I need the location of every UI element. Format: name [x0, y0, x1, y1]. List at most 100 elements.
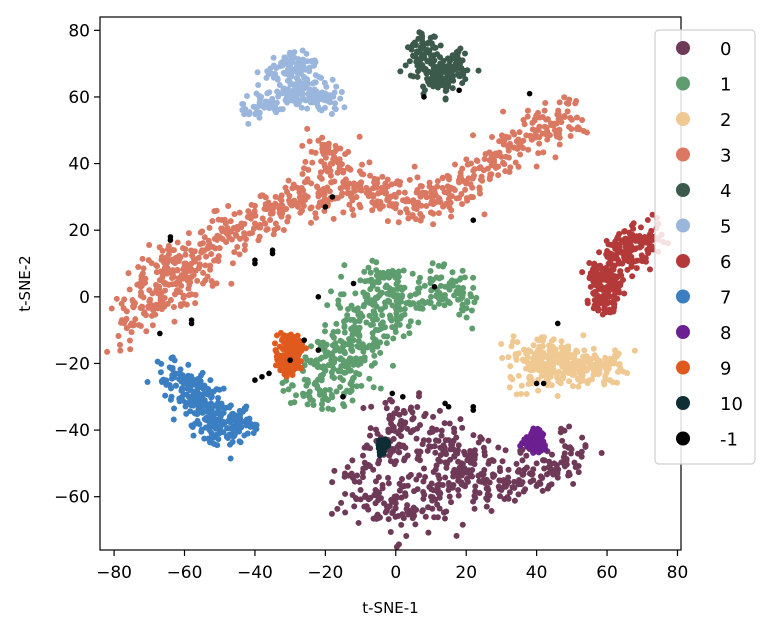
point-1-0-0	[280, 387, 287, 394]
point-0-16-12	[373, 513, 380, 520]
point-1-16-17	[350, 326, 357, 333]
point-3-27-23	[566, 123, 573, 130]
point-3-0-5	[115, 333, 122, 340]
point-3-8-2	[231, 249, 238, 256]
point-7-0-15	[144, 379, 151, 386]
point-2-6-18	[585, 358, 592, 365]
point-1-16-5	[357, 315, 364, 322]
point-3-9-20	[238, 222, 245, 229]
point-1-17-1	[370, 384, 377, 391]
point-2-3-15	[548, 337, 555, 344]
point-4-4-25	[454, 55, 461, 62]
point-1-15-25	[337, 368, 344, 375]
point-5-4-25	[302, 83, 309, 90]
point-3-4-20	[145, 257, 152, 264]
point-0-19-18	[363, 442, 370, 449]
point-3-17-6	[372, 202, 379, 209]
x-tick-label: 40	[526, 563, 548, 583]
point-0-13-7	[329, 479, 336, 486]
point-4-4-12	[452, 66, 459, 73]
point-3-31-20	[180, 275, 187, 282]
point-3-13-25	[301, 192, 308, 199]
series-6	[579, 211, 671, 318]
point-1-8-21	[386, 298, 393, 305]
point-10-3-24	[381, 441, 388, 448]
point-1-16-21	[378, 306, 385, 313]
point-9-4-0	[272, 362, 279, 369]
point-4-5-19	[432, 44, 439, 51]
point-0-11-8	[541, 457, 548, 464]
point-0-11-20	[579, 434, 586, 441]
point-0-17-11	[429, 505, 436, 512]
point-0-14-1	[396, 449, 403, 456]
point-1-1-20	[293, 392, 300, 399]
point-0-13-19	[331, 467, 338, 474]
point-4-5-16	[437, 42, 444, 49]
point-2-10-13	[551, 369, 558, 376]
point-3-11-3	[279, 202, 286, 209]
legend-marker-3	[676, 147, 690, 162]
point-0-13-23	[349, 475, 356, 482]
point-0-2-4	[417, 448, 424, 455]
point-3-8-8	[228, 236, 235, 243]
y-tick-label: −60	[54, 488, 90, 508]
point-3-26-6	[524, 113, 531, 120]
point-5-6-5	[267, 65, 274, 72]
point-0-10-21	[539, 487, 546, 494]
point-0-10-5	[529, 471, 536, 478]
point-3-31-10	[182, 246, 189, 253]
point-2-8-22	[602, 354, 609, 361]
point-7-10-19	[195, 406, 202, 413]
point-3-18-12	[430, 210, 437, 217]
point--1-22	[340, 393, 346, 400]
point-1-15-2	[329, 406, 336, 413]
point-3-7-14	[241, 246, 248, 253]
point-3-4-16	[170, 247, 177, 254]
point-7-6-25	[244, 430, 251, 437]
point-7-7-0	[227, 455, 234, 462]
point-3-27-13	[556, 99, 563, 106]
point-3-11-13	[298, 207, 305, 214]
point-1-14-12	[353, 383, 360, 390]
point-3-30-22	[173, 279, 180, 286]
point-4-0-10	[397, 68, 404, 75]
point-3-12-6	[296, 194, 303, 201]
point-1-16-12	[374, 343, 381, 350]
point-3-0-3	[104, 348, 111, 355]
point-3-31-16	[185, 292, 192, 299]
point-0-11-16	[543, 471, 550, 478]
point-1-17-22	[377, 385, 384, 392]
point-0-11-13	[574, 450, 581, 457]
point-2-10-19	[513, 391, 520, 398]
point-2-10-3	[526, 360, 533, 367]
point-3-24-19	[496, 138, 503, 145]
point-0-4-20	[469, 473, 476, 480]
point-0-5-9	[461, 448, 468, 455]
point-4-6-11	[425, 78, 432, 85]
point-3-22-6	[471, 172, 478, 179]
point-2-7-3	[575, 383, 582, 390]
point-3-6-11	[234, 244, 241, 251]
point-0-18-3	[433, 462, 440, 469]
point-3-15-12	[350, 212, 357, 219]
point-3-22-21	[515, 163, 522, 170]
point-7-5-9	[226, 404, 233, 411]
point-1-5-25	[357, 277, 364, 284]
point-3-8-25	[224, 230, 231, 237]
point-2-10-23	[545, 362, 552, 369]
point-3-0-23	[128, 329, 135, 336]
point-1-17-18	[318, 364, 325, 371]
point-3-29-22	[327, 167, 334, 174]
point-7-6-18	[253, 421, 260, 428]
point-1-8-23	[407, 318, 414, 325]
point-3-24-8	[507, 164, 514, 171]
point--1-29	[554, 320, 561, 327]
point-1-9-17	[395, 268, 402, 275]
point-0-17-8	[420, 478, 427, 485]
point-0-0-7	[416, 390, 423, 397]
point-0-18-21	[456, 468, 463, 475]
point-1-16-3	[352, 318, 359, 325]
point-1-12-10	[456, 276, 463, 283]
point-5-8-12	[304, 105, 311, 112]
point-7-2-6	[207, 377, 214, 384]
